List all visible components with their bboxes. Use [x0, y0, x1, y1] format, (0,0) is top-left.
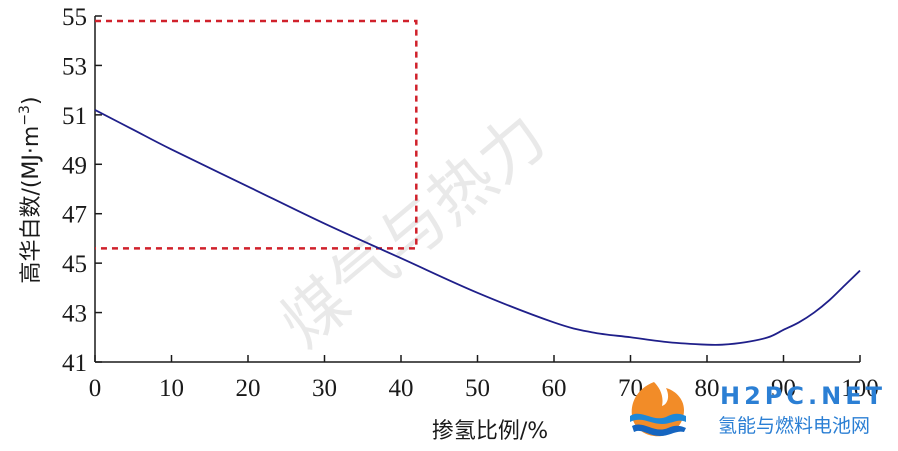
annotation-layer — [95, 19, 418, 250]
highlight-dashed-box — [95, 19, 418, 250]
x-tick-label: 90 — [771, 375, 796, 402]
logo-flame — [631, 382, 684, 437]
x-tick-label: 0 — [89, 375, 102, 402]
logo-wave-1 — [630, 413, 686, 424]
logo-wave-2 — [632, 424, 686, 436]
logo-sub-text: 氢能与燃料电池网 — [718, 415, 870, 437]
x-tick-label: 80 — [695, 375, 720, 402]
x-tick-label: 60 — [542, 375, 567, 402]
watermark-text: 煤气与热力 — [268, 100, 561, 362]
logo-icon — [630, 382, 686, 437]
x-tick-label: 20 — [236, 375, 261, 402]
y-tick-label: 45 — [62, 251, 87, 278]
y-axis-title-superscript: −3 — [17, 105, 33, 126]
x-tick-label: 10 — [159, 375, 184, 402]
y-tick-label: 55 — [62, 4, 87, 31]
series-layer — [94, 109, 861, 346]
watermark: 煤气与热力 — [268, 100, 561, 362]
y-axis-title-close: ) — [19, 96, 44, 105]
x-tick-label: 50 — [465, 375, 490, 402]
y-tick-label: 47 — [62, 202, 87, 229]
y-tick-label: 51 — [62, 103, 87, 130]
y-axis-title-main: 高华白数/(MJ·m — [19, 126, 44, 284]
series-line — [94, 109, 861, 346]
y-axis-title: 高华白数/(MJ·m−3) — [17, 96, 44, 283]
site-logo: H2PC.NET 氢能与燃料电池网 — [630, 382, 886, 437]
logo-main-text: H2PC.NET — [720, 382, 886, 410]
x-tick-label: 30 — [312, 375, 337, 402]
x-tick-label: 100 — [841, 375, 879, 402]
y-tick-label: 53 — [62, 53, 87, 80]
y-tick-label: 43 — [62, 301, 87, 328]
x-axis-title: 掺氢比例/% — [432, 419, 548, 444]
y-tick-label: 49 — [62, 152, 87, 179]
x-tick-label: 40 — [389, 375, 414, 402]
y-tick-label: 41 — [62, 350, 87, 377]
